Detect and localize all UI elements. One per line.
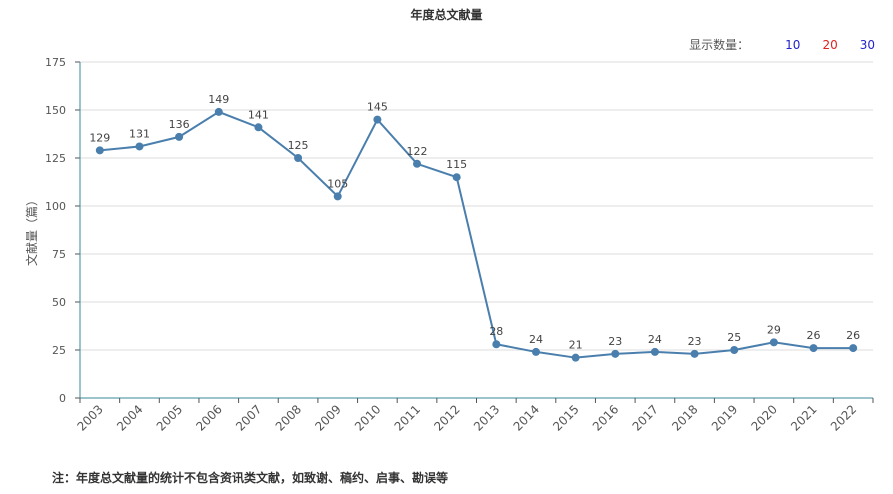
x-tick-label: 2008	[273, 402, 304, 433]
data-point	[730, 346, 739, 354]
data-point	[531, 347, 540, 356]
chart-title: 年度总文献量	[410, 8, 483, 22]
data-point	[690, 349, 699, 358]
data-label: 21	[569, 339, 583, 352]
data-label: 131	[129, 127, 150, 140]
data-point	[452, 173, 461, 182]
data-label: 24	[648, 333, 662, 346]
y-axis-label: 文献量（篇）	[24, 194, 39, 266]
data-label: 23	[688, 335, 702, 348]
x-tick-label: 2013	[471, 402, 502, 433]
data-point	[373, 115, 382, 124]
x-tick-label: 2016	[590, 402, 621, 433]
data-label: 29	[767, 323, 781, 336]
data-point	[294, 154, 303, 162]
data-point	[214, 107, 223, 116]
y-tick-label: 0	[59, 392, 66, 405]
x-tick-label: 2021	[788, 402, 819, 433]
x-tick-label: 2006	[193, 402, 224, 433]
data-point	[492, 340, 501, 349]
x-tick-label: 2009	[312, 402, 343, 433]
data-label: 24	[529, 333, 543, 346]
x-tick-label: 2019	[709, 402, 740, 433]
x-tick-label: 2022	[828, 402, 859, 433]
data-label: 26	[846, 329, 860, 342]
display-count-option-30[interactable]: 30	[859, 37, 875, 52]
x-tick-label: 2010	[352, 402, 383, 433]
data-label: 26	[807, 329, 821, 342]
data-label: 25	[727, 331, 741, 344]
y-tick-label: 25	[52, 344, 66, 357]
data-label: 129	[89, 131, 110, 144]
x-tick-label: 2017	[630, 402, 661, 433]
y-tick-label: 75	[52, 248, 66, 261]
data-label: 122	[407, 145, 428, 158]
data-point	[413, 159, 422, 168]
data-label: 125	[288, 139, 309, 152]
data-label: 105	[327, 177, 348, 190]
data-point	[135, 142, 144, 151]
data-label: 149	[208, 93, 229, 106]
display-count-option-20[interactable]: 20	[822, 37, 838, 52]
footnote: 注：年度总文献量的统计不包含资讯类文献，如致谢、稿约、启事、勘误等	[52, 471, 449, 485]
x-tick-label: 2004	[114, 402, 145, 433]
data-label: 115	[446, 158, 467, 171]
x-tick-label: 2007	[233, 402, 264, 433]
data-point	[809, 344, 818, 353]
y-tick-label: 150	[45, 104, 66, 117]
display-count-switch: 显示数量： 10 20 30	[689, 36, 875, 53]
data-point	[849, 344, 858, 353]
series-line	[99, 110, 854, 359]
display-count-label: 显示数量：	[689, 38, 750, 52]
x-tick-label: 2005	[154, 402, 185, 433]
x-tick-label: 2012	[431, 402, 462, 433]
data-label: 141	[248, 108, 269, 121]
data-label: 145	[367, 101, 388, 114]
x-tick-label: 2015	[550, 402, 581, 433]
data-label: 28	[489, 325, 503, 338]
data-point	[611, 349, 620, 358]
data-label: 136	[169, 118, 190, 131]
data-point	[571, 353, 580, 362]
y-tick-label: 175	[45, 56, 66, 69]
display-count-option-10[interactable]: 10	[785, 37, 801, 52]
data-point	[650, 347, 659, 356]
y-tick-label: 100	[45, 200, 66, 213]
y-tick-label: 125	[45, 152, 66, 165]
data-point	[333, 192, 342, 201]
data-label: 23	[608, 335, 622, 348]
y-tick-label: 50	[52, 296, 66, 309]
data-point	[254, 123, 263, 132]
x-tick-label: 2018	[669, 402, 700, 433]
x-tick-label: 2020	[748, 402, 779, 433]
x-tick-label: 2014	[511, 402, 542, 433]
x-tick-label: 2011	[392, 402, 423, 433]
data-point	[769, 338, 778, 347]
data-point	[95, 146, 104, 155]
x-tick-label: 2003	[74, 402, 105, 433]
data-point	[175, 132, 184, 141]
